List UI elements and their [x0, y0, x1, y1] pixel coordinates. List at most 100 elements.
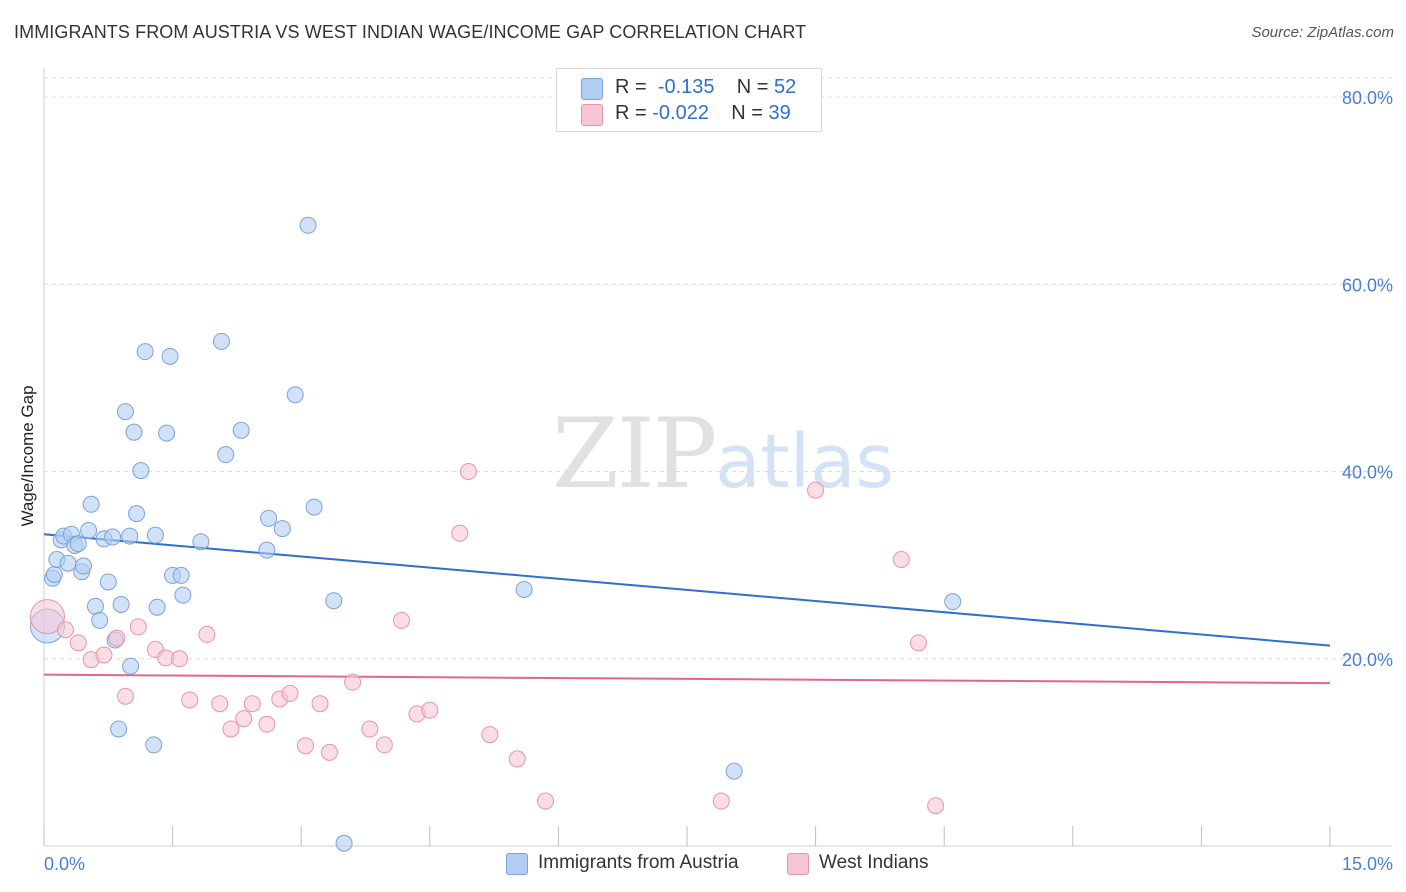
point-austria [116, 403, 134, 421]
point-west-indians [451, 524, 469, 542]
point-austria [45, 565, 63, 583]
point-west-indians [481, 726, 499, 744]
point-austria [104, 528, 122, 546]
point-austria [125, 423, 143, 441]
point-austria [174, 586, 192, 604]
point-austria [74, 557, 92, 575]
watermark: ZIPatlas [552, 398, 894, 510]
point-austria [286, 386, 304, 404]
point-austria [260, 509, 278, 527]
point-austria [725, 762, 743, 780]
y-tick-label: 20.0% [1342, 650, 1393, 670]
tick-labels: 20.0% 40.0% 60.0% 80.0% 0.0% 15.0% Wage/Income… [18, 88, 1393, 874]
west-indians-swatch [581, 104, 603, 126]
legend-item-west-indians[interactable]: West Indians [787, 850, 947, 878]
y-tick-label: 60.0% [1342, 275, 1393, 295]
y-tick-label: 80.0% [1342, 88, 1393, 108]
point-west-indians [29, 599, 65, 635]
point-austria [112, 595, 130, 613]
n-label: N = [731, 102, 763, 124]
watermark-zip: ZIP [552, 398, 717, 510]
point-austria [944, 593, 962, 611]
point-west-indians [344, 673, 362, 691]
point-austria [273, 520, 291, 538]
point-austria [91, 611, 109, 629]
point-austria [325, 592, 343, 610]
point-austria [128, 505, 146, 523]
r-value: -0.022 [652, 102, 709, 124]
point-austria [82, 495, 100, 513]
stats-text: R = -0.022 N = 39 [615, 102, 791, 125]
point-west-indians [198, 625, 216, 643]
point-west-indians [258, 715, 276, 733]
point-austria [86, 597, 104, 615]
gridlines [44, 77, 1392, 660]
stats-legend: R = -0.135 N = 52 R = -0.022 N = 39 [556, 68, 822, 132]
point-austria [59, 554, 77, 572]
point-austria [161, 347, 179, 365]
point-austria [515, 580, 533, 598]
point-west-indians [909, 634, 927, 652]
r-label: R = [615, 102, 647, 124]
point-west-indians [235, 710, 253, 728]
point-west-indians [181, 691, 199, 709]
x-tick-label: 15.0% [1342, 854, 1393, 874]
n-value: 52 [774, 76, 797, 98]
point-west-indians [892, 551, 910, 569]
point-west-indians [170, 650, 188, 668]
point-austria [99, 573, 117, 591]
trend-line-west-indians [43, 673, 1331, 685]
point-west-indians [712, 792, 730, 810]
trend-line-austria [43, 533, 1331, 647]
point-austria [335, 834, 353, 852]
r-value: -0.135 [657, 76, 715, 98]
n-label: N = [736, 76, 769, 98]
point-west-indians [56, 621, 74, 639]
point-west-indians [459, 463, 477, 480]
trend-lines [43, 533, 1331, 685]
austria-swatch [506, 853, 528, 875]
austria-swatch [581, 78, 603, 100]
point-austria [232, 421, 250, 439]
point-west-indians [393, 611, 411, 629]
point-west-indians [95, 646, 113, 664]
data-points [29, 216, 962, 852]
point-austria [299, 216, 317, 234]
y-axis-label: Wage/Income Gap [18, 385, 37, 526]
west-indians-swatch [787, 853, 809, 875]
point-austria [258, 541, 276, 559]
point-west-indians [211, 695, 229, 713]
axes [43, 68, 1392, 847]
point-west-indians [375, 736, 393, 754]
point-west-indians [807, 481, 825, 499]
point-west-indians [320, 743, 338, 761]
point-west-indians [281, 684, 299, 702]
point-west-indians [116, 687, 134, 705]
point-west-indians [129, 618, 147, 636]
point-west-indians [296, 737, 314, 755]
point-west-indians [421, 701, 439, 719]
point-austria [136, 343, 154, 361]
r-label: R = [615, 76, 647, 98]
point-austria [217, 446, 235, 464]
point-austria [305, 498, 323, 516]
point-austria [69, 535, 87, 553]
legend-label: Immigrants from Austria [538, 852, 739, 873]
point-west-indians [927, 797, 945, 815]
point-west-indians [508, 750, 526, 768]
point-west-indians [311, 695, 329, 713]
point-austria [148, 598, 166, 616]
point-west-indians [108, 629, 126, 647]
legend-item-austria[interactable]: Immigrants from Austria [506, 850, 766, 878]
point-austria [158, 424, 176, 442]
point-austria [121, 527, 139, 545]
point-west-indians [69, 634, 87, 652]
point-austria [132, 462, 150, 480]
point-austria [192, 533, 210, 551]
point-austria [110, 720, 128, 738]
point-west-indians [222, 720, 240, 738]
point-west-indians [243, 695, 261, 713]
point-austria [212, 332, 230, 350]
point-west-indians [537, 792, 555, 810]
point-austria [172, 566, 190, 584]
